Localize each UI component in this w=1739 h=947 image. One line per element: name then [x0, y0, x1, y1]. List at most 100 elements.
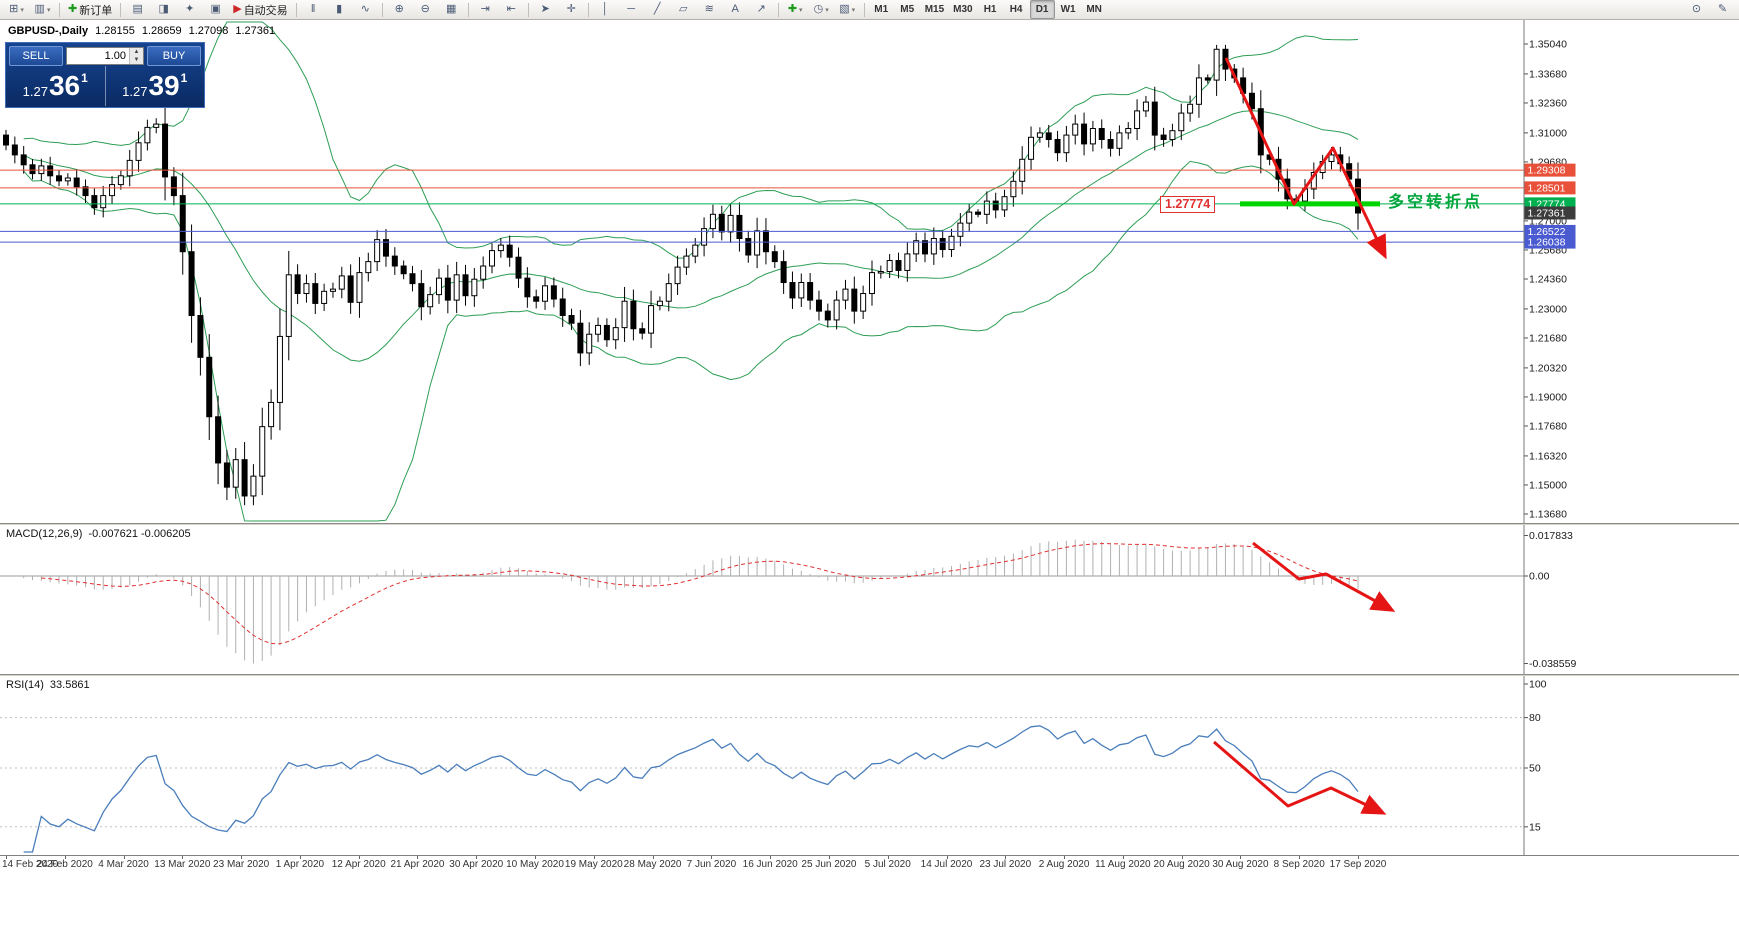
date-label: 5 Jul 2020: [864, 859, 911, 870]
vertical-line-tool-button[interactable]: │: [593, 0, 618, 19]
trend-arrow[interactable]: [1252, 541, 1396, 612]
bar-close: 1.27361: [235, 25, 276, 37]
timeframes-menu-button[interactable]: ◷ ▾: [809, 0, 834, 19]
support-price-callout[interactable]: 1.27774: [1160, 196, 1216, 213]
rsi-name: RSI(14): [6, 679, 44, 691]
chart-title: GBPUSD-,Daily 1.28155 1.28659 1.27098 1.…: [8, 25, 275, 37]
tf-w1-label: W1: [1060, 4, 1076, 15]
rsi-value: 33.5861: [49, 679, 90, 691]
tf-m5-button[interactable]: M5: [895, 0, 920, 19]
svg-text:-0.038559: -0.038559: [1529, 658, 1576, 670]
arrows-tool-button[interactable]: ↗: [749, 0, 774, 19]
crosshair-tool-button[interactable]: ✛: [559, 0, 584, 19]
toolbar-separator: [467, 2, 469, 17]
bar-chart-mode-button[interactable]: ‖: [301, 0, 326, 19]
candles-layer: [3, 44, 1361, 506]
macd-indicator-canvas[interactable]: 0.017833 0.00 -0.038559: [0, 525, 1739, 674]
zoom-in-button[interactable]: ⊕: [387, 0, 412, 19]
svg-text:1.24360: 1.24360: [1529, 274, 1567, 286]
new-chart-icon: ⊞: [9, 3, 19, 15]
time-axis-tick: [1299, 856, 1301, 859]
turning-point-note[interactable]: 多空转折点: [1388, 194, 1484, 211]
date-label: 30 Apr 2020: [449, 859, 504, 870]
text-tool-button[interactable]: A: [723, 0, 748, 19]
svg-text:1.28501: 1.28501: [1528, 182, 1566, 194]
ask-price[interactable]: 1.27 39 1: [106, 66, 205, 106]
cursor-tool-button[interactable]: ➤: [533, 0, 558, 19]
terminal-button[interactable]: ▣: [203, 0, 228, 19]
tile-windows-button[interactable]: ▦: [439, 0, 464, 19]
tf-m15-button[interactable]: M15: [921, 0, 948, 19]
svg-text:1.26038: 1.26038: [1528, 237, 1566, 249]
svg-text:1.27361: 1.27361: [1528, 207, 1566, 219]
trend-arrow[interactable]: [1213, 740, 1387, 815]
auto-trading-label: 自动交易: [243, 4, 288, 17]
svg-text:15: 15: [1529, 821, 1541, 833]
new-order-button[interactable]: ✚ 新订单: [64, 0, 116, 19]
horizontal-line-tool-button[interactable]: ─: [619, 0, 644, 19]
templates-button[interactable]: ▧ ▾: [835, 0, 860, 19]
svg-text:1.33680: 1.33680: [1529, 68, 1567, 80]
candlestick-mode-button[interactable]: ▮: [327, 0, 352, 19]
tf-h4-button[interactable]: H4: [1004, 0, 1029, 19]
zoom-out-button[interactable]: ⊖: [413, 0, 438, 19]
trendline-tool-button[interactable]: ╱: [645, 0, 670, 19]
candlestick-mode-icon: ▮: [336, 3, 343, 15]
metaeditor-button[interactable]: ✎: [1710, 0, 1735, 19]
volume-increase-button[interactable]: ▲: [130, 47, 143, 56]
tf-mn-button[interactable]: MN: [1082, 0, 1107, 19]
chart-window[interactable]: 1.35040 1.33680 1.32360 1.31000 1.29680 1.270…: [0, 20, 1739, 872]
panel-divider[interactable]: [0, 523, 1739, 525]
indicators-button[interactable]: ✚ ▾: [783, 0, 808, 19]
auto-trading-button[interactable]: ▶ 自动交易: [229, 0, 291, 19]
rsi-indicator-canvas[interactable]: 100 80 50 15: [0, 676, 1739, 855]
volume-field[interactable]: 1.00 ▲ ▼: [66, 46, 144, 65]
tf-m1-label: M1: [874, 4, 889, 15]
time-axis-tick: [1064, 856, 1066, 859]
date-label: 14 Feb 2020: [2, 859, 59, 870]
chevron-down-icon: ▾: [46, 6, 51, 14]
chevron-down-icon: ▾: [825, 6, 829, 14]
new-chart-button[interactable]: ⊞ ▾: [4, 0, 29, 19]
text-tool-icon: A: [731, 3, 739, 15]
chevron-down-icon: ▾: [799, 6, 803, 14]
svg-text:1.20320: 1.20320: [1529, 362, 1567, 374]
time-axis-tick: [123, 856, 125, 859]
auto-trading-icon: ▶: [233, 3, 242, 15]
rsi-axis: 100 80 50 15: [1523, 676, 1547, 855]
toolbar-separator: [59, 2, 60, 17]
sell-button[interactable]: SELL: [9, 45, 63, 66]
volume-decrease-button[interactable]: ▼: [130, 55, 143, 64]
time-axis-tick: [64, 856, 66, 859]
tf-m30-button[interactable]: M30: [949, 0, 976, 19]
date-label: 20 Aug 2020: [1153, 859, 1210, 870]
time-axis-tick: [476, 856, 478, 859]
horizontal-lines[interactable]: [0, 169, 1524, 243]
tf-w1-button[interactable]: W1: [1056, 0, 1081, 19]
search-button[interactable]: ⊙: [1684, 0, 1709, 19]
buy-button[interactable]: BUY: [147, 45, 201, 66]
date-label: 21 Apr 2020: [390, 859, 445, 870]
chart-shift-button[interactable]: ⇤: [499, 0, 524, 19]
data-window-button[interactable]: ◨: [151, 0, 176, 19]
tf-h1-button[interactable]: H1: [978, 0, 1003, 19]
tf-m1-button[interactable]: M1: [869, 0, 894, 19]
bid-price[interactable]: 1.27 36 1: [6, 66, 106, 106]
tf-d1-button[interactable]: D1: [1029, 0, 1055, 19]
price-chart-canvas[interactable]: 1.350401.336801.323601.310001.296801.270…: [0, 20, 1739, 523]
fibonacci-tool-button[interactable]: ≋: [697, 0, 722, 19]
market-watch-button[interactable]: ▤: [125, 0, 150, 19]
time-axis-tick: [1240, 856, 1242, 859]
svg-text:1.15000: 1.15000: [1529, 479, 1567, 491]
auto-scroll-button[interactable]: ⇥: [473, 0, 498, 19]
trend-arrow[interactable]: [1224, 57, 1387, 260]
navigator-button[interactable]: ✦: [177, 0, 202, 19]
tf-mn-label: MN: [1086, 4, 1102, 15]
time-axis-tick: [828, 856, 830, 859]
line-chart-mode-button[interactable]: ∿: [353, 0, 378, 19]
bid-pipette: 1: [81, 71, 88, 85]
panel-divider[interactable]: [0, 674, 1739, 676]
channel-tool-button[interactable]: ▱: [671, 0, 696, 19]
chart-profiles-button[interactable]: ▥ ▾: [30, 0, 55, 19]
volume-value[interactable]: 1.00: [104, 49, 126, 62]
